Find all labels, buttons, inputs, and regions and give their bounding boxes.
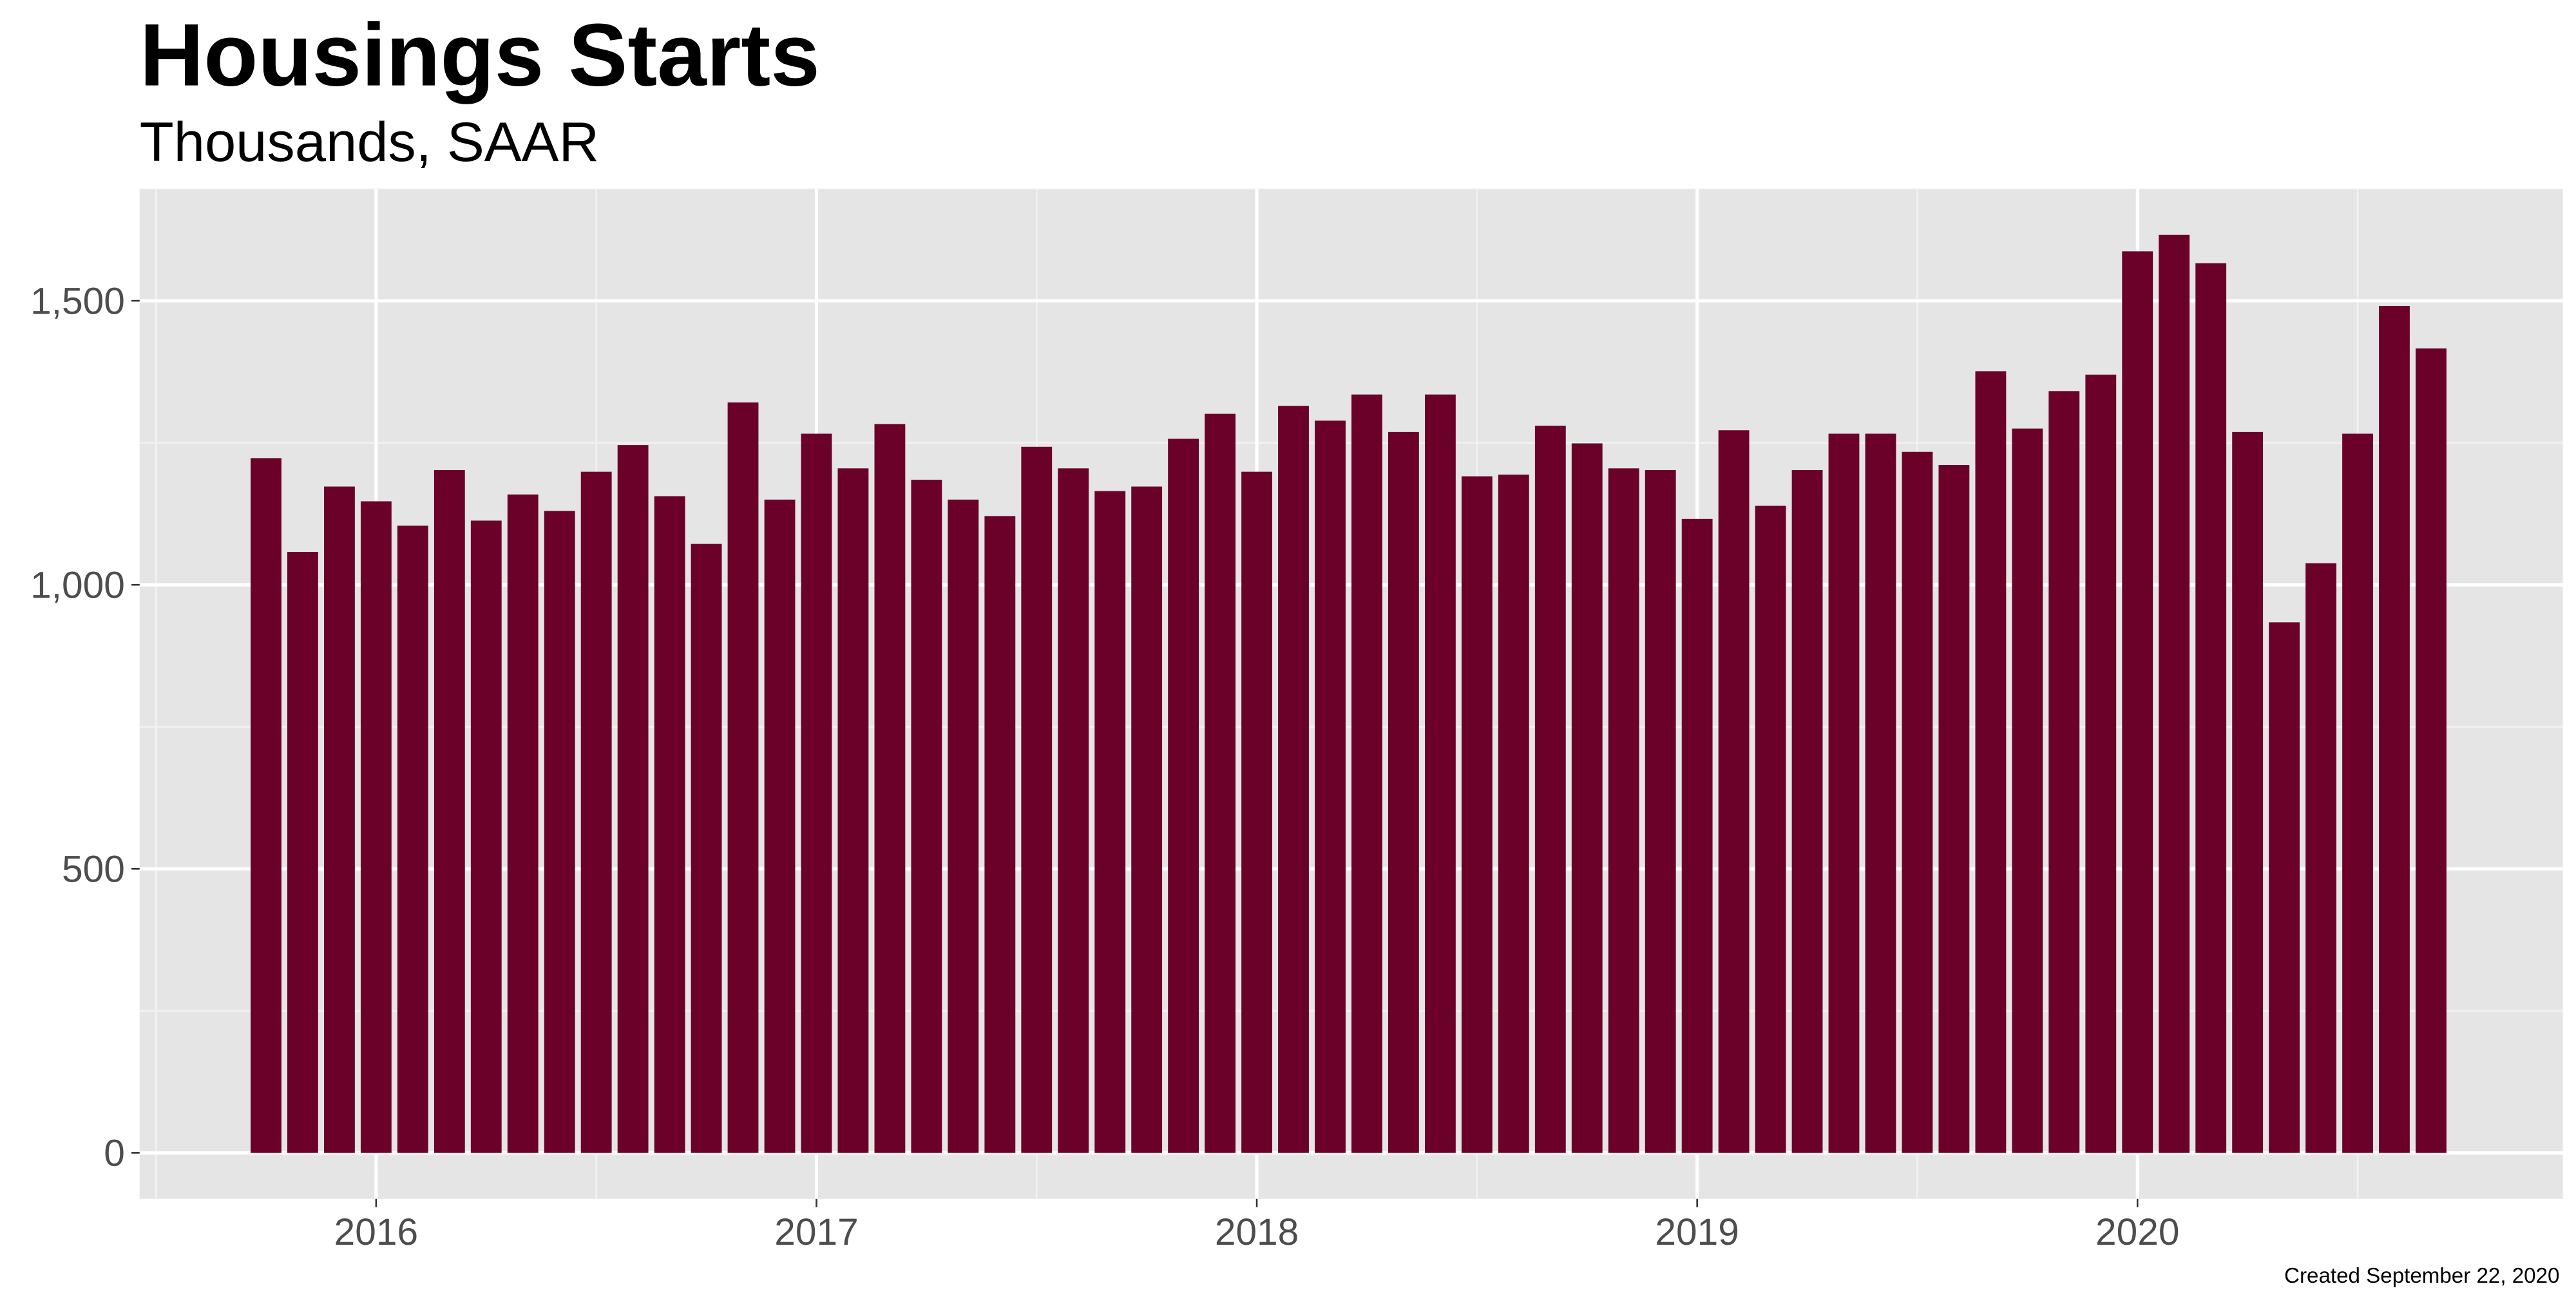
- bar: [1755, 506, 1786, 1153]
- bar: [874, 424, 906, 1153]
- bar: [911, 479, 942, 1153]
- bar: [1975, 371, 2007, 1153]
- bar: [1828, 433, 1860, 1153]
- bar: [948, 499, 979, 1153]
- bar: [2012, 428, 2043, 1153]
- bar: [2159, 234, 2190, 1153]
- bar: [397, 525, 428, 1153]
- bar: [1571, 443, 1603, 1153]
- bar: [2305, 563, 2337, 1153]
- bar: [1498, 475, 1529, 1153]
- bar: [1534, 426, 1566, 1153]
- bar: [1388, 431, 1419, 1153]
- bar: [1278, 406, 1309, 1153]
- bar: [727, 402, 759, 1153]
- bar: [801, 433, 832, 1153]
- bar: [764, 499, 796, 1153]
- x-tick-label: 2016: [334, 1211, 418, 1253]
- bar: [287, 551, 318, 1153]
- chart-subtitle: Thousands, SAAR: [140, 111, 599, 173]
- bar: [507, 494, 539, 1153]
- bar: [1718, 430, 1750, 1153]
- bar: [2379, 306, 2410, 1153]
- y-tick-label: 0: [104, 1133, 125, 1175]
- bar: [434, 469, 465, 1153]
- bar: [1461, 476, 1493, 1153]
- y-tick-label: 1,500: [30, 280, 125, 322]
- bar: [1094, 491, 1126, 1153]
- x-tick-label: 2017: [774, 1211, 858, 1253]
- bar: [580, 471, 612, 1153]
- bar: [1351, 394, 1382, 1153]
- bar: [1315, 420, 1346, 1153]
- bar: [1938, 465, 1970, 1153]
- bar: [2232, 431, 2264, 1153]
- x-tick-label: 2020: [2095, 1211, 2179, 1253]
- bar: [324, 486, 355, 1153]
- x-tick-label: 2018: [1215, 1211, 1299, 1253]
- bar: [1131, 486, 1163, 1153]
- bar: [1205, 413, 1236, 1153]
- bar: [544, 511, 575, 1153]
- bar: [691, 543, 722, 1153]
- bar: [1058, 468, 1089, 1153]
- bar: [2269, 622, 2300, 1153]
- bar: [2085, 374, 2117, 1153]
- bar: [837, 468, 869, 1153]
- bar: [1021, 446, 1053, 1153]
- bar: [2195, 263, 2227, 1153]
- bar: [1608, 468, 1639, 1153]
- bar: [251, 458, 281, 1153]
- x-tick-label: 2019: [1655, 1211, 1739, 1253]
- bar: [654, 496, 685, 1153]
- bar: [1791, 469, 1823, 1153]
- y-tick-label: 500: [62, 849, 125, 891]
- y-tick-label: 1,000: [30, 565, 125, 607]
- bar: [1865, 433, 1896, 1153]
- bar: [1168, 439, 1199, 1153]
- bar: [2342, 433, 2373, 1153]
- bar: [1645, 469, 1676, 1153]
- bar: [470, 520, 502, 1153]
- bar: [1902, 451, 1933, 1153]
- bar: [1681, 518, 1713, 1153]
- bar: [1424, 394, 1456, 1153]
- bar: [617, 445, 649, 1153]
- bar: [1241, 471, 1272, 1153]
- bar: [360, 501, 392, 1153]
- bar: [2048, 391, 2080, 1153]
- bar: [984, 516, 1016, 1153]
- bar: [2416, 348, 2447, 1153]
- caption: Created September 22, 2020: [2284, 1264, 2559, 1288]
- bar: [2122, 251, 2153, 1153]
- chart-title: Housings Starts: [140, 6, 820, 105]
